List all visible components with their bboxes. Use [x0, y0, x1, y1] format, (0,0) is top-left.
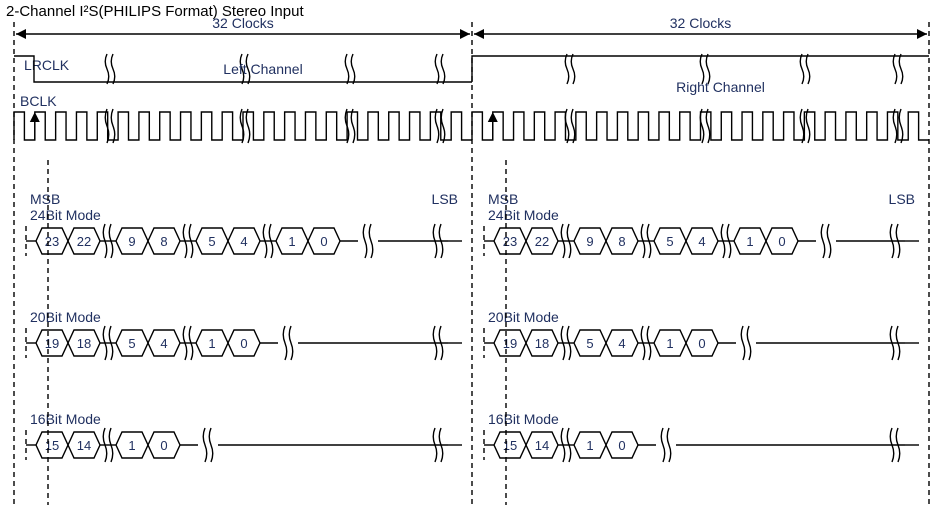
break-mark [899, 54, 903, 84]
break-mark [209, 428, 213, 462]
break-mark [283, 326, 287, 360]
right-channel-label: Right Channel [676, 79, 765, 95]
bit-label: 18 [77, 336, 91, 351]
bit-label: 4 [160, 336, 167, 351]
bit-label: 0 [778, 234, 785, 249]
bit-label: 8 [160, 234, 167, 249]
bit-label: 1 [208, 336, 215, 351]
bit-label: 1 [128, 438, 135, 453]
left-channel-label: Left Channel [223, 61, 302, 77]
arrow-head [917, 29, 927, 39]
dim-label: 32 Clocks [212, 15, 273, 31]
mode-label: 20Bit Mode [488, 309, 559, 325]
break-mark [800, 109, 804, 143]
msb-label: MSB [488, 191, 518, 207]
bit-label: 18 [535, 336, 549, 351]
mode-label: 20Bit Mode [30, 309, 101, 325]
arrow-head [16, 29, 26, 39]
bit-label: 5 [128, 336, 135, 351]
arrow-head [474, 29, 484, 39]
break-mark [105, 54, 109, 84]
break-mark [706, 109, 710, 143]
lsb-label: LSB [889, 191, 915, 207]
mode-label: 16Bit Mode [488, 411, 559, 427]
bit-label: 0 [698, 336, 705, 351]
bit-label: 22 [77, 234, 91, 249]
arrow-head [460, 29, 470, 39]
break-mark [667, 428, 671, 462]
bit-label: 1 [666, 336, 673, 351]
break-mark [435, 54, 439, 84]
break-mark [661, 428, 665, 462]
break-mark [351, 109, 355, 143]
break-mark [111, 109, 115, 143]
bit-label: 0 [160, 438, 167, 453]
break-mark [345, 54, 349, 84]
bit-label: 22 [535, 234, 549, 249]
break-mark [806, 54, 810, 84]
lrclk-label: LRCLK [24, 57, 70, 73]
bit-label: 14 [77, 438, 91, 453]
bit-label: 19 [45, 336, 59, 351]
break-mark [800, 54, 804, 84]
arrow-head [30, 112, 40, 122]
break-mark [203, 428, 207, 462]
break-mark [435, 109, 439, 143]
break-mark [571, 109, 575, 143]
break-mark [441, 54, 445, 84]
bit-label: 9 [586, 234, 593, 249]
break-mark [369, 224, 373, 258]
bit-label: 4 [240, 234, 247, 249]
bit-label: 1 [288, 234, 295, 249]
bit-label: 15 [45, 438, 59, 453]
mode-label: 24Bit Mode [488, 207, 559, 223]
bit-label: 15 [503, 438, 517, 453]
break-mark [893, 109, 897, 143]
break-mark [289, 326, 293, 360]
arrow-head [488, 112, 498, 122]
break-mark [899, 109, 903, 143]
break-mark [806, 109, 810, 143]
dim-label: 32 Clocks [670, 15, 731, 31]
bit-label: 0 [240, 336, 247, 351]
bit-label: 0 [320, 234, 327, 249]
mode-label: 16Bit Mode [30, 411, 101, 427]
break-mark [246, 109, 250, 143]
bit-label: 23 [45, 234, 59, 249]
bit-label: 9 [128, 234, 135, 249]
bit-label: 1 [746, 234, 753, 249]
break-mark [741, 326, 745, 360]
bit-label: 1 [586, 438, 593, 453]
bit-label: 4 [618, 336, 625, 351]
break-mark [571, 54, 575, 84]
break-mark [363, 224, 367, 258]
break-mark [351, 54, 355, 84]
break-mark [821, 224, 825, 258]
bit-label: 14 [535, 438, 549, 453]
break-mark [111, 54, 115, 84]
bclk-wave [14, 112, 472, 140]
break-mark [893, 54, 897, 84]
break-mark [747, 326, 751, 360]
mode-label: 24Bit Mode [30, 207, 101, 223]
lsb-label: LSB [432, 191, 458, 207]
bit-label: 19 [503, 336, 517, 351]
bit-label: 8 [618, 234, 625, 249]
bit-label: 5 [666, 234, 673, 249]
break-mark [565, 54, 569, 84]
msb-label: MSB [30, 191, 60, 207]
bit-label: 5 [586, 336, 593, 351]
bit-label: 0 [618, 438, 625, 453]
break-mark [827, 224, 831, 258]
break-mark [441, 109, 445, 143]
bit-label: 4 [698, 234, 705, 249]
bit-label: 5 [208, 234, 215, 249]
bclk-label: BCLK [20, 93, 57, 109]
bit-label: 23 [503, 234, 517, 249]
